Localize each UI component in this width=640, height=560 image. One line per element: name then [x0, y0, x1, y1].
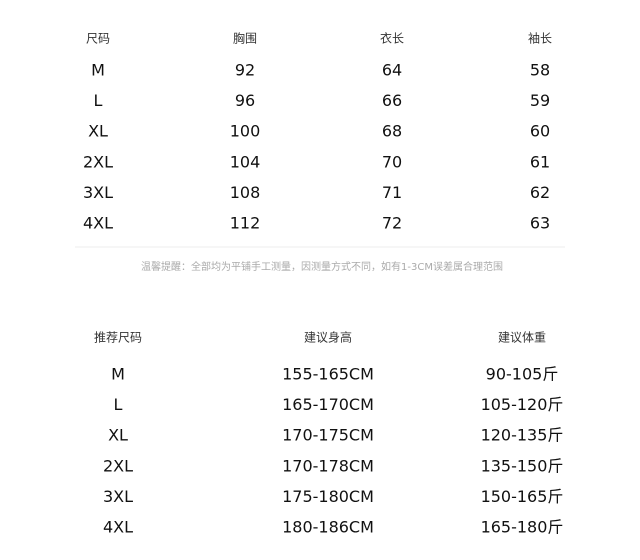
note: 温馨提醒：全部均为平铺手工测量，因测量方式不同，如有1-3CM误差属合理范围 — [141, 260, 503, 273]
table-cell: 155-165CM — [282, 365, 374, 384]
table-cell: 108 — [230, 183, 261, 202]
table-cell: M — [91, 61, 105, 80]
column-header: 推荐尺码 — [94, 331, 142, 345]
table-cell: 112 — [230, 214, 261, 233]
column-header: 尺码 — [86, 32, 110, 46]
table-cell: 64 — [382, 61, 402, 80]
column-header: 胸围 — [233, 31, 257, 46]
table-cell: L — [94, 91, 103, 110]
table-cell: 59 — [530, 91, 550, 110]
table-cell: 90-105斤 — [486, 365, 559, 384]
table-cell: 165-170CM — [282, 395, 374, 414]
table-cell: 120-135斤 — [481, 426, 564, 445]
table-cell: 105-120斤 — [481, 395, 564, 414]
column-header: 建议体重 — [498, 331, 546, 345]
table-cell: 135-150斤 — [481, 456, 564, 475]
table-cell: 3XL — [83, 183, 113, 202]
table-cell: 4XL — [83, 214, 113, 233]
table-cell: 3XL — [103, 487, 133, 506]
table-cell: L — [114, 395, 123, 414]
table-cell: 58 — [530, 61, 550, 80]
column-header: 衣长 — [380, 31, 404, 46]
table-cell: 170-178CM — [282, 456, 374, 475]
table-cell: 92 — [235, 61, 255, 80]
table-cell: 63 — [530, 214, 550, 233]
column-header: 建议身高 — [304, 330, 352, 345]
table-cell: 71 — [382, 183, 402, 202]
table-cell: 66 — [382, 91, 402, 110]
column-header: 袖长 — [528, 31, 552, 46]
table-cell: M — [111, 365, 125, 384]
table-cell: 70 — [382, 152, 402, 171]
table-cell: 4XL — [103, 518, 133, 537]
table-cell: 175-180CM — [282, 487, 374, 506]
table-cell: 2XL — [103, 456, 133, 475]
table-cell: 68 — [382, 122, 402, 141]
table-cell: 165-180斤 — [481, 518, 564, 537]
table-cell: 104 — [230, 152, 261, 171]
table-cell: 170-175CM — [282, 426, 374, 445]
table-cell: XL — [108, 426, 128, 445]
table-cell: 72 — [382, 214, 402, 233]
table-cell: 2XL — [83, 152, 113, 171]
table-cell: 62 — [530, 183, 550, 202]
table-cell: XL — [88, 122, 108, 141]
table-cell: 100 — [230, 122, 261, 141]
table-cell: 150-165斤 — [481, 487, 564, 506]
table-cell: 60 — [530, 122, 550, 141]
table-cell: 61 — [530, 152, 550, 171]
table-cell: 180-186CM — [282, 518, 374, 537]
table-cell: 96 — [235, 91, 255, 110]
